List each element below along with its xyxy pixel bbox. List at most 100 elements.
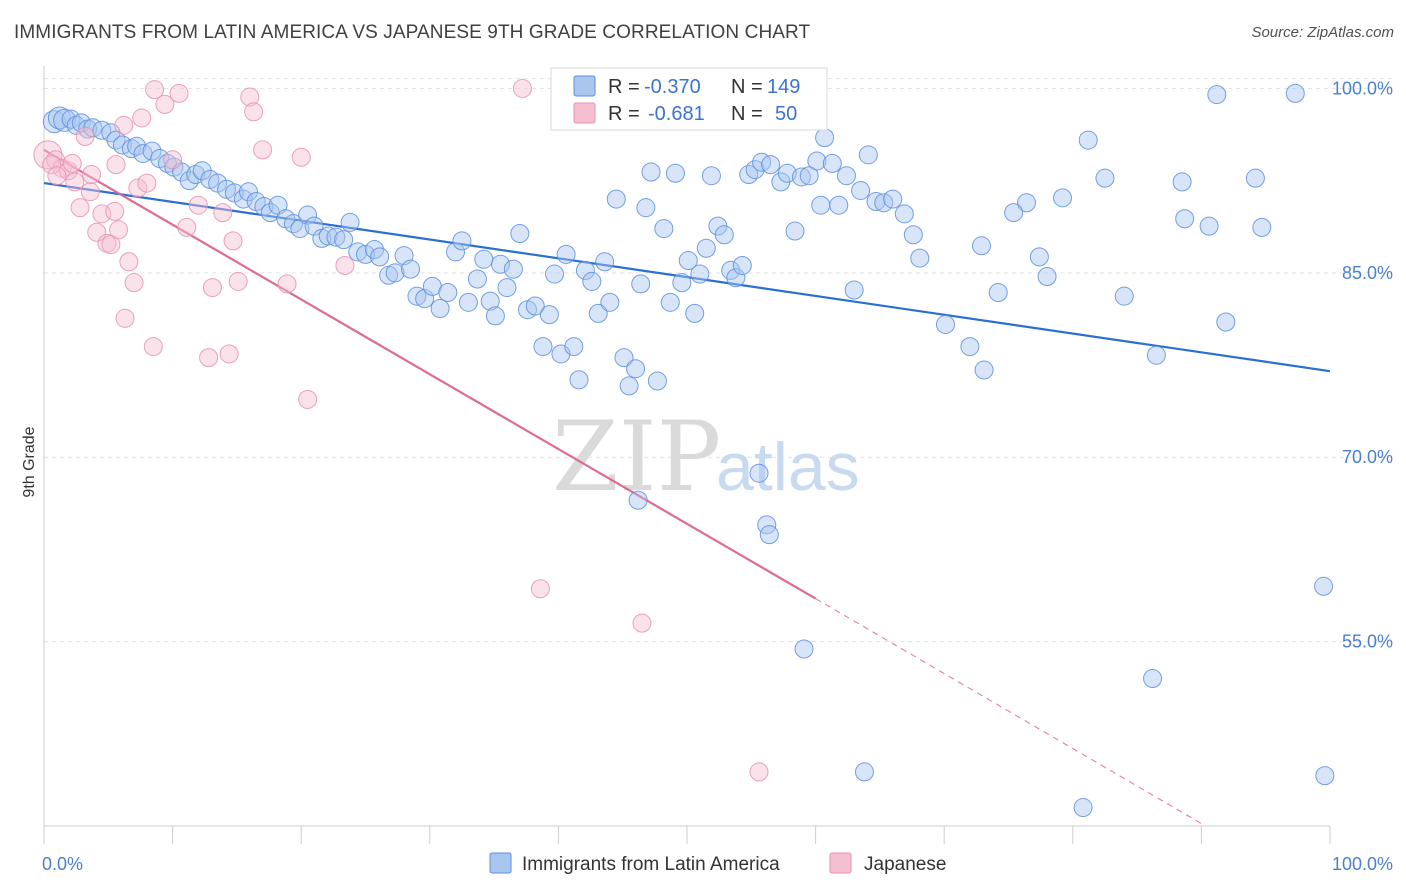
data-point	[62, 153, 82, 173]
legend-n-label-2: N =	[731, 103, 763, 125]
data-point	[438, 282, 458, 302]
data-point	[169, 83, 189, 103]
data-point	[75, 126, 95, 146]
data-point	[678, 251, 698, 271]
stats-legend-box	[550, 67, 828, 131]
data-point	[1175, 209, 1195, 229]
data-point	[510, 223, 530, 243]
data-point	[1037, 267, 1057, 287]
data-point	[539, 305, 559, 325]
trend-line-latin-america	[43, 182, 1331, 373]
data-point	[799, 166, 819, 186]
data-point	[1004, 203, 1024, 223]
series-japanese-points	[33, 78, 769, 782]
data-point	[503, 259, 523, 279]
data-point	[569, 370, 589, 390]
data-point	[619, 376, 639, 396]
data-point	[1314, 576, 1334, 596]
data-point	[1017, 193, 1037, 213]
data-point	[1029, 247, 1049, 267]
trend-line-japanese-extension	[815, 598, 1202, 825]
data-point	[155, 94, 175, 114]
data-point	[474, 249, 494, 269]
legend-r-value-2: -0.681	[648, 103, 705, 125]
data-point	[119, 252, 139, 272]
data-point	[42, 155, 62, 175]
data-point	[660, 292, 680, 312]
legend-swatch-pink	[573, 102, 596, 124]
y-tick-label-70: 70.0%	[1342, 447, 1393, 467]
data-point	[701, 166, 721, 186]
data-point	[777, 163, 797, 183]
data-point	[614, 348, 634, 368]
data-point	[101, 235, 121, 255]
data-point	[1199, 216, 1219, 236]
data-point	[304, 216, 324, 236]
data-point	[512, 78, 532, 98]
data-point	[1114, 286, 1134, 306]
data-point	[238, 182, 258, 202]
series-legend-label-latin-america: Immigrants from Latin America	[522, 854, 780, 875]
series-legend-swatch-latin-america	[489, 852, 512, 874]
data-point	[121, 139, 141, 159]
data-point	[974, 360, 994, 380]
watermark-atlas: atlas	[716, 429, 860, 505]
data-point	[685, 303, 705, 323]
stats-legend: R = -0.370 N = 149 R = -0.681 N = 50	[550, 67, 828, 131]
legend-n-label-1: N =	[731, 76, 763, 98]
data-point	[240, 87, 260, 107]
data-point	[253, 140, 273, 160]
grid-lines	[44, 78, 1392, 643]
data-point	[47, 166, 67, 186]
data-point	[127, 136, 147, 156]
data-point	[202, 278, 222, 298]
data-point	[851, 180, 871, 200]
data-point	[759, 525, 779, 545]
y-tick-label-85: 85.0%	[1342, 263, 1393, 283]
legend-r-value-1: -0.370	[644, 76, 701, 98]
data-point	[665, 163, 685, 183]
data-point	[844, 280, 864, 300]
data-point	[53, 108, 77, 132]
data-point	[430, 298, 450, 318]
data-point	[188, 195, 208, 215]
series-latin-america-points	[42, 83, 1335, 818]
data-point	[732, 255, 752, 275]
data-point	[822, 153, 842, 173]
data-point	[163, 150, 183, 170]
data-point	[1207, 85, 1227, 105]
series-legend-swatch-japanese	[829, 852, 852, 874]
data-point	[228, 271, 248, 291]
data-point	[467, 269, 487, 289]
chart-title: IMMIGRANTS FROM LATIN AMERICA VS JAPANES…	[14, 22, 811, 43]
data-point	[335, 255, 355, 275]
data-point	[971, 236, 991, 256]
data-point	[836, 166, 856, 186]
data-point	[415, 289, 435, 309]
legend-r-label-1: R =	[608, 76, 640, 98]
legend-n-value-2: 50	[775, 103, 797, 125]
data-point	[631, 274, 651, 294]
data-point	[407, 286, 427, 306]
data-point	[1073, 798, 1093, 818]
data-point	[988, 282, 1008, 302]
data-point	[446, 242, 466, 262]
data-point	[115, 308, 135, 328]
data-point	[82, 164, 102, 184]
data-point	[283, 214, 303, 234]
data-point	[935, 314, 955, 334]
data-point	[199, 348, 219, 368]
data-point	[70, 198, 90, 218]
legend-n-value-1: 149	[767, 76, 800, 98]
data-point	[145, 80, 165, 100]
data-point	[356, 244, 375, 264]
y-tick-label-100: 100.0%	[1332, 78, 1393, 98]
data-point	[811, 195, 831, 215]
y-tick-label-55: 55.0%	[1342, 632, 1393, 652]
data-point	[1095, 168, 1115, 188]
data-point	[530, 579, 550, 599]
data-point	[109, 220, 129, 240]
data-point	[525, 296, 545, 316]
data-point	[223, 231, 243, 251]
data-point	[348, 242, 368, 262]
